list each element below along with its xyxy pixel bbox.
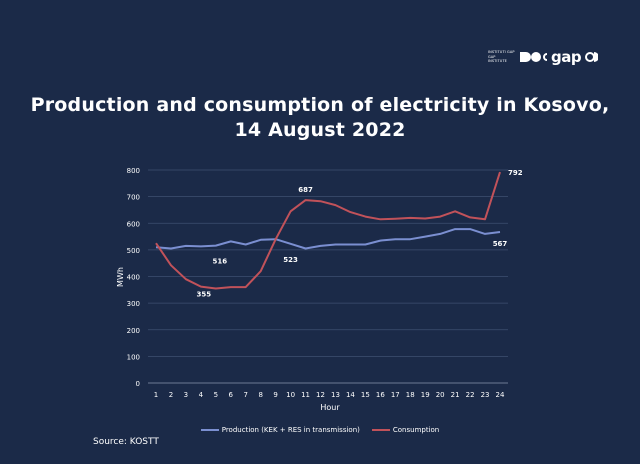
y-tick-label-300: 300 (127, 300, 140, 308)
data-labels: 516 523 567 355 687 792 (197, 169, 523, 298)
x-tick-label-18: 18 (406, 391, 415, 399)
series-line-consumption (155, 171, 501, 290)
data-label-355: 355 (197, 290, 212, 298)
x-tick-label-3: 3 (184, 391, 188, 399)
y-tick-label-500: 500 (127, 247, 140, 255)
x-tick-label-12: 12 (316, 391, 325, 399)
x-tick-label-1: 1 (154, 391, 158, 399)
legend-item-consumption: Consumption (371, 426, 440, 434)
series-line-production (155, 228, 501, 250)
x-axis-label: Hour (320, 403, 340, 412)
x-tick-label-2: 2 (169, 391, 173, 399)
chart-title: Production and consumption of electricit… (0, 93, 640, 143)
legend-label-consumption: Consumption (392, 426, 440, 434)
legend-swatch-consumption (371, 429, 390, 431)
x-tick-label-22: 22 (466, 391, 475, 399)
y-tick-label-700: 700 (127, 194, 140, 202)
grid-lines (148, 169, 508, 384)
data-label-516: 516 (213, 258, 228, 266)
x-tick-label-10: 10 (286, 391, 295, 399)
x-tick-label-16: 16 (376, 391, 385, 399)
chart-title-line-2: 14 August 2022 (234, 119, 406, 141)
x-tick-label-13: 13 (331, 391, 340, 399)
y-tick-label-600: 600 (127, 220, 140, 228)
x-tick-label-24: 24 (496, 391, 505, 399)
x-tick-label-4: 4 (199, 391, 204, 399)
y-tick-label-100: 100 (127, 353, 140, 361)
data-label-567: 567 (493, 240, 508, 248)
legend: Production (KEK + RES in transmission) C… (0, 426, 640, 434)
logo-mark: gap (551, 48, 582, 66)
x-tick-label-7: 7 (244, 391, 248, 399)
data-label-523: 523 (283, 256, 298, 264)
x-tick-label-23: 23 (481, 391, 490, 399)
x-tick-label-9: 9 (273, 391, 277, 399)
y-tick-label-200: 200 (127, 327, 140, 335)
logo-end-icon (585, 52, 598, 62)
y-axis-label: MWh (116, 267, 125, 287)
source-note: Source: KOSTT (93, 437, 159, 447)
legend-label-production: Production (KEK + RES in transmission) (221, 426, 360, 434)
x-tick-label-21: 21 (451, 391, 460, 399)
x-tick-label-11: 11 (301, 391, 310, 399)
x-tick-label-15: 15 (361, 391, 370, 399)
data-label-687: 687 (298, 186, 313, 194)
x-tick-label-19: 19 (421, 391, 430, 399)
y-tick-label-0: 0 (136, 380, 140, 388)
chart-title-line-1: Production and consumption of electricit… (30, 94, 610, 116)
x-tick-label-5: 5 (214, 391, 218, 399)
gap-institute-logo: INSTITUTI GAP GAP INSTITUTE gap (488, 48, 598, 66)
x-axis-ticks: 1 2 3 4 5 6 7 8 9 10 11 12 13 14 15 16 17 18 19 20 21 22 23 24 (154, 391, 505, 399)
y-tick-label-400: 400 (127, 274, 140, 282)
x-tick-label-14: 14 (346, 391, 355, 399)
y-axis-ticks: 0 100 200 300 400 500 600 700 800 (127, 167, 140, 388)
x-tick-label-20: 20 (436, 391, 445, 399)
legend-item-production: Production (KEK + RES in transmission) (200, 426, 360, 434)
y-tick-label-800: 800 (127, 167, 140, 175)
data-label-792: 792 (508, 169, 523, 177)
x-tick-label-6: 6 (229, 391, 234, 399)
logo-small-text: INSTITUTI GAP GAP INSTITUTE (488, 50, 515, 64)
series-lines (155, 171, 501, 290)
x-tick-label-17: 17 (391, 391, 400, 399)
legend-swatch-production (200, 429, 219, 431)
logo-dots-icon (519, 52, 548, 62)
x-tick-label-8: 8 (258, 391, 262, 399)
